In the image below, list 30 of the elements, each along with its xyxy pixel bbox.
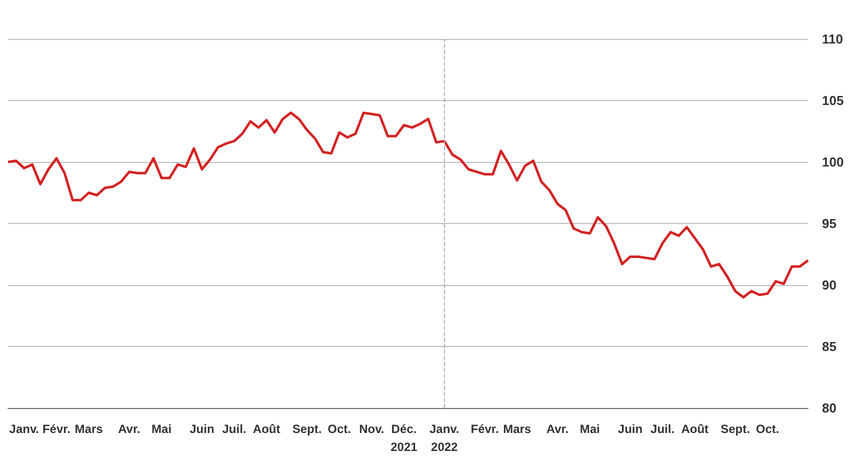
y-tick-label: 100 bbox=[822, 154, 844, 170]
y-tick-label: 105 bbox=[822, 93, 844, 108]
y-tick-label: 80 bbox=[822, 400, 836, 416]
x-tick-label: Avr. bbox=[118, 422, 140, 436]
x-tick-label: Mai bbox=[580, 422, 600, 436]
y-tick-label: 95 bbox=[822, 216, 836, 231]
y-tick-label: 110 bbox=[822, 32, 843, 46]
y-tick-label: 90 bbox=[822, 278, 836, 292]
x-tick-label: Sept. bbox=[720, 422, 750, 436]
x-tick-label: Oct. bbox=[328, 422, 351, 436]
x-tick-label: Oct. bbox=[756, 422, 780, 436]
x-tick-label: Févr. bbox=[42, 422, 70, 436]
x-tick-label: Août bbox=[681, 422, 709, 436]
x-tick-label: Déc. 2021 bbox=[390, 422, 418, 454]
x-tick-label: Août bbox=[252, 422, 280, 436]
x-tick-label: Juil. bbox=[222, 422, 246, 436]
y-tick-label: 85 bbox=[822, 339, 836, 354]
x-tick-label: Janv. 2022 bbox=[429, 422, 460, 454]
x-tick-label: Sept. bbox=[292, 422, 322, 436]
x-tick-label: Juin bbox=[618, 422, 643, 436]
x-tick-label: Avr. bbox=[546, 422, 569, 436]
x-tick-label: Mars bbox=[74, 422, 104, 436]
x-tick-label: Févr. bbox=[470, 422, 499, 436]
x-tick-label: Mars bbox=[503, 422, 532, 436]
line-series bbox=[6, 112, 810, 299]
x-tick-label: Nov. bbox=[359, 422, 384, 436]
x-tick-label: Janv. bbox=[9, 422, 40, 436]
x-tick-label: Juin bbox=[190, 422, 214, 436]
x-tick-label: Juil. bbox=[650, 422, 675, 436]
x-tick-label: Mai bbox=[152, 422, 172, 436]
